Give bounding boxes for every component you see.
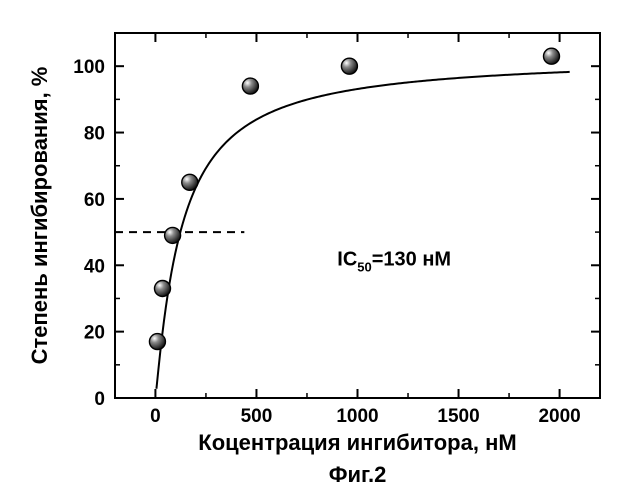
data-point xyxy=(154,281,170,297)
dose-response-curve xyxy=(156,72,569,389)
y-axis-label: Степень ингибирования, % xyxy=(27,67,52,365)
axis-box xyxy=(115,33,600,398)
x-axis-minor-ticks xyxy=(115,33,600,398)
data-point xyxy=(242,78,258,94)
x-tick-label: 500 xyxy=(241,406,273,427)
x-axis-tick-labels: 0 500 1000 1500 2000 xyxy=(150,406,581,427)
x-tick-label: 2000 xyxy=(538,406,580,427)
y-axis-tick-labels: 0 20 40 60 80 100 xyxy=(73,57,105,410)
data-point xyxy=(149,334,165,350)
y-tick-label: 80 xyxy=(84,124,105,145)
data-point xyxy=(165,227,181,243)
y-tick-label: 60 xyxy=(84,190,105,211)
data-point xyxy=(341,58,357,74)
inhibition-chart: 0 500 1000 1500 2000 0 20 40 60 80 100 IC50=130 н… xyxy=(0,0,634,500)
y-tick-label: 100 xyxy=(73,57,105,78)
x-tick-label: 1500 xyxy=(437,406,479,427)
data-points xyxy=(149,48,559,349)
y-tick-label: 40 xyxy=(84,256,105,277)
ic50-annotation: IC50=130 нМ xyxy=(337,248,451,274)
x-tick-label: 0 xyxy=(150,406,161,427)
x-tick-label: 1000 xyxy=(336,406,378,427)
y-axis-minor-ticks xyxy=(115,33,600,365)
data-point xyxy=(544,48,560,64)
figure-caption: Фиг.2 xyxy=(329,462,387,487)
data-point xyxy=(182,174,198,190)
y-tick-label: 0 xyxy=(94,389,105,410)
x-axis-label: Коцентрация ингибитора, нМ xyxy=(198,430,516,455)
y-tick-label: 20 xyxy=(84,323,105,344)
x-axis-ticks xyxy=(155,33,559,398)
